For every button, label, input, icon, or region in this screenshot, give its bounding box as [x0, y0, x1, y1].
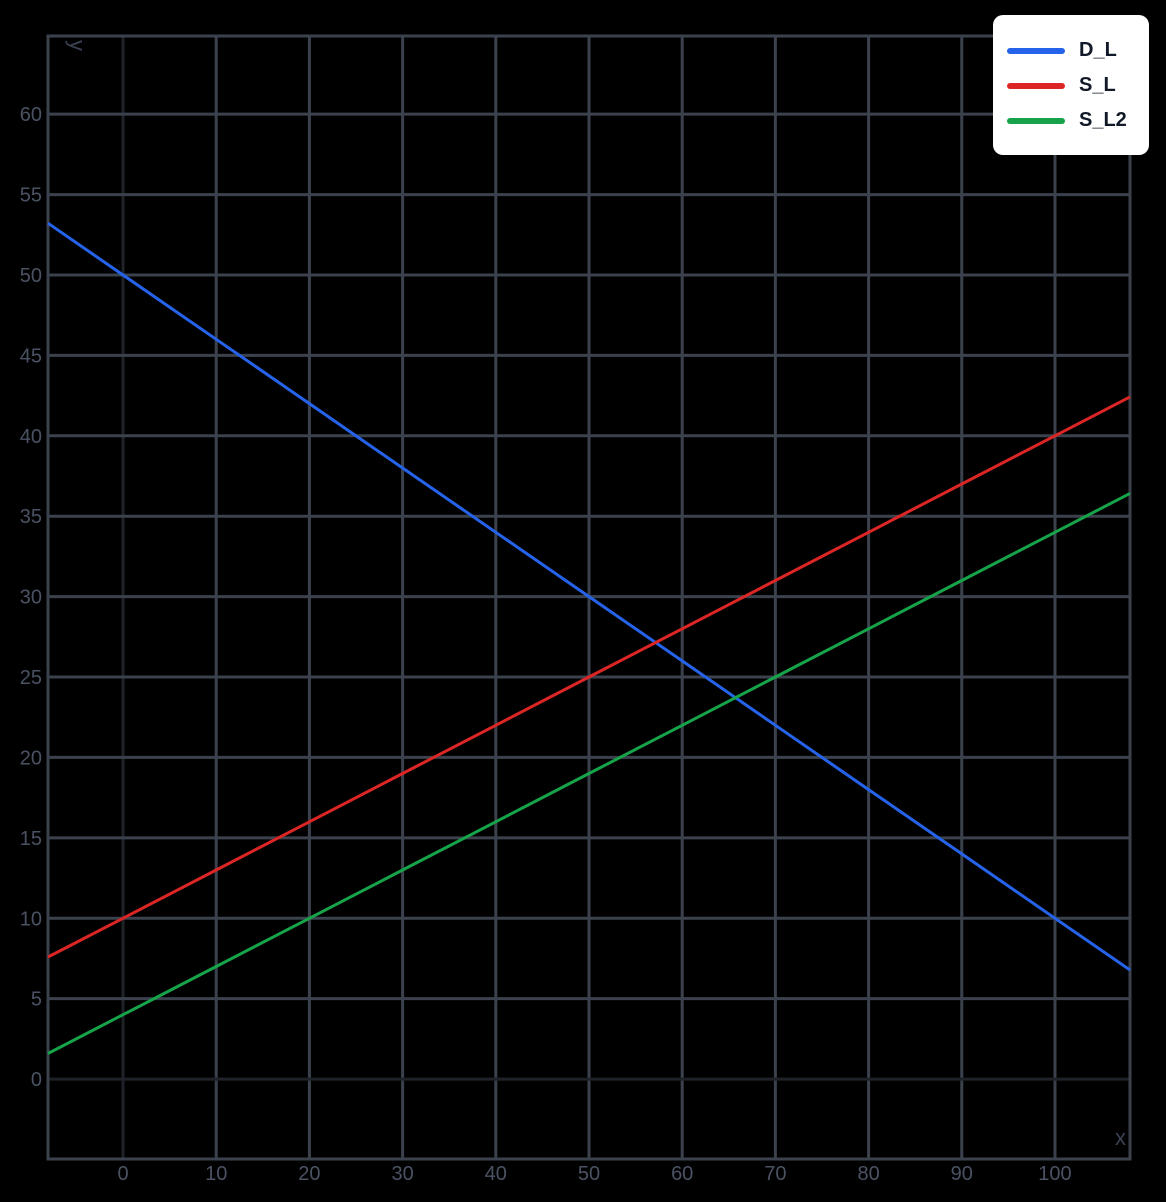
x-tick-label: 90 [951, 1163, 973, 1185]
legend-label-d-l: D_L [1079, 39, 1117, 61]
series-line-d-l[interactable] [47, 221, 1131, 972]
y-tick-label: 35 [20, 506, 42, 528]
y-tick-label: 5 [31, 989, 42, 1011]
legend: D_L S_L S_L2 [993, 15, 1149, 155]
y-tick-label: 60 [20, 104, 42, 126]
x-tick-label: 40 [485, 1163, 507, 1185]
legend-item-s-l[interactable]: S_L [1007, 68, 1149, 103]
y-tick-label: 0 [31, 1069, 42, 1091]
y-tick-label: 55 [20, 185, 42, 207]
x-tick-label: 70 [764, 1163, 786, 1185]
x-tick-label: 20 [298, 1163, 320, 1185]
y-axis-title: y [65, 40, 90, 51]
x-tick-label: 80 [857, 1163, 879, 1185]
y-axis-ticks: 0 5 10 15 20 25 30 35 40 45 50 55 60 [20, 104, 42, 1091]
y-tick-label: 15 [20, 828, 42, 850]
y-tick-label: 30 [20, 587, 42, 609]
x-tick-label: 100 [1038, 1163, 1071, 1185]
x-tick-label: 50 [578, 1163, 600, 1185]
legend-label-s-l: S_L [1079, 74, 1116, 96]
y-tick-label: 45 [20, 345, 42, 367]
x-axis-ticks: 0 10 20 30 40 50 60 70 80 90 100 [117, 1163, 1071, 1185]
legend-item-s-l2[interactable]: S_L2 [1007, 103, 1149, 138]
series-line-s-l[interactable] [47, 395, 1131, 959]
legend-swatch-s-l2 [1007, 117, 1065, 124]
y-tick-label: 40 [20, 426, 42, 448]
y-tick-label: 25 [20, 667, 42, 689]
x-axis-title: x [1115, 1125, 1126, 1150]
legend-label-s-l2: S_L2 [1079, 109, 1127, 131]
legend-item-d-l[interactable]: D_L [1007, 33, 1149, 68]
y-tick-label: 10 [20, 908, 42, 930]
x-tick-label: 0 [117, 1163, 128, 1185]
legend-swatch-d-l [1007, 47, 1065, 54]
y-tick-label: 50 [20, 265, 42, 287]
plot-frame [46, 34, 1132, 1161]
y-tick-label: 20 [20, 747, 42, 769]
series-line-s-l2[interactable] [47, 492, 1131, 1055]
x-tick-label: 30 [391, 1163, 413, 1185]
legend-swatch-s-l [1007, 82, 1065, 89]
series-lines [47, 221, 1131, 1055]
x-tick-label: 10 [205, 1163, 227, 1185]
x-tick-label: 60 [671, 1163, 693, 1185]
